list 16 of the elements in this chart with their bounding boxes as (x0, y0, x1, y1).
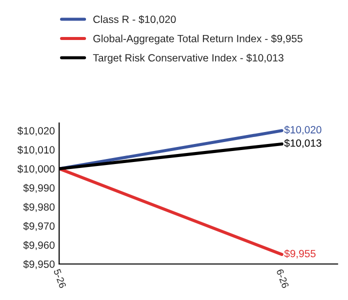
x-tick-label: 5-26 (54, 268, 66, 288)
y-tick-label: $9,960 (23, 241, 55, 250)
y-tick-label: $9,950 (23, 260, 55, 270)
data-label: $10,020 (284, 126, 322, 135)
data-label: $9,955 (284, 249, 316, 258)
y-tick-label: $10,020 (17, 126, 55, 136)
y-tick-label: $9,970 (23, 222, 55, 231)
y-tick-label: $9,990 (23, 184, 55, 193)
x-tick-label: 6-26 (276, 268, 290, 288)
data-label: $10,013 (284, 138, 322, 148)
legend-label: Target Risk Conservative Index - $10,013 (93, 54, 284, 64)
legend-label: Global-Aggregate Total Return Index - $9,955 (93, 34, 302, 44)
legend-label: Class R - $10,020 (93, 15, 176, 24)
y-tick-label: $10,000 (17, 164, 55, 174)
y-tick-label: $10,010 (17, 146, 55, 155)
y-tick-label: $9,980 (23, 202, 55, 212)
